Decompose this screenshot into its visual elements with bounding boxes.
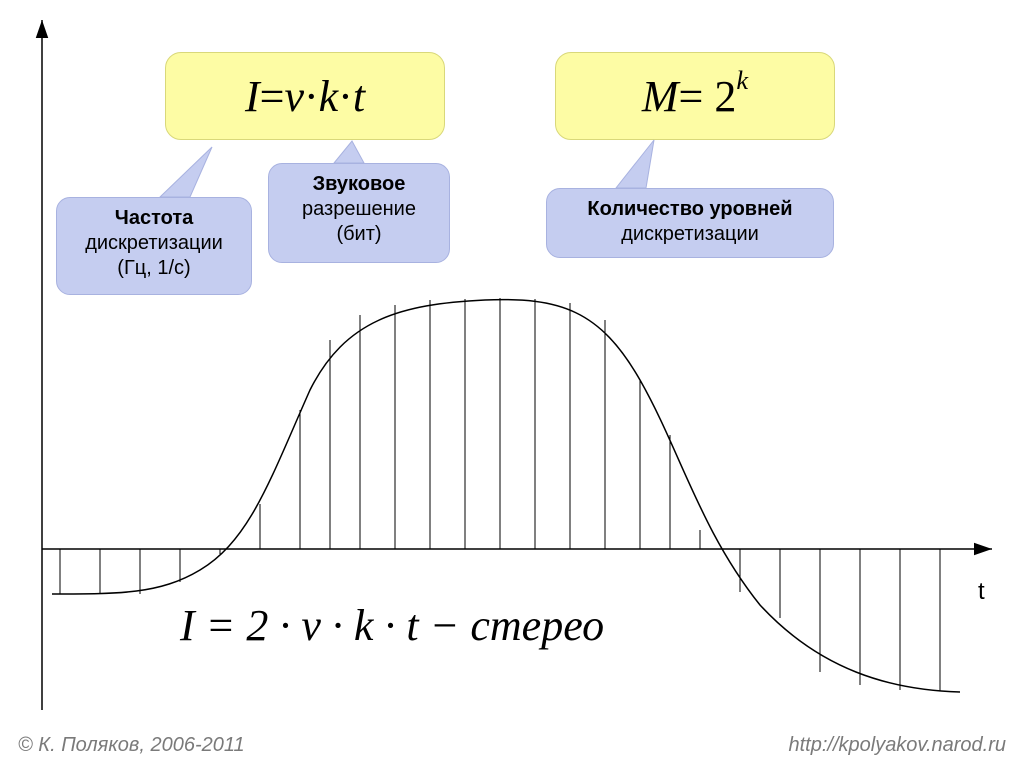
callout-mid-line3: (бит): [336, 223, 381, 245]
callout-mid-line2: разрешение: [302, 198, 416, 220]
callout-quantization-levels: Количество уровней дискретизации: [546, 188, 834, 258]
callout-left-line2: дискретизации: [85, 232, 223, 254]
footer-url: http://kpolyakov.narod.ru: [788, 734, 1006, 757]
callout-pointers-svg: [0, 0, 1024, 767]
callout-audio-resolution: Звуковое разрешение (бит): [268, 163, 450, 263]
footer-copyright: © К. Поляков, 2006-2011: [18, 734, 245, 757]
formula-stereo: I = 2 · ν · k · t − стерео: [180, 600, 604, 651]
callout-right-line2: дискретизации: [621, 223, 759, 245]
axis-label-t: t: [978, 578, 985, 606]
callout-right-bold: Количество уровней: [587, 198, 792, 220]
callout-mid-bold: Звуковое: [313, 173, 406, 195]
callout-left-line3: (Гц, 1/с): [117, 257, 190, 279]
callout-sampling-frequency: Частота дискретизации (Гц, 1/с): [56, 197, 252, 295]
diagram-canvas: I = ν · k · t M = 2k Частота дискретизац…: [0, 0, 1024, 767]
callout-left-bold: Частота: [115, 207, 193, 229]
